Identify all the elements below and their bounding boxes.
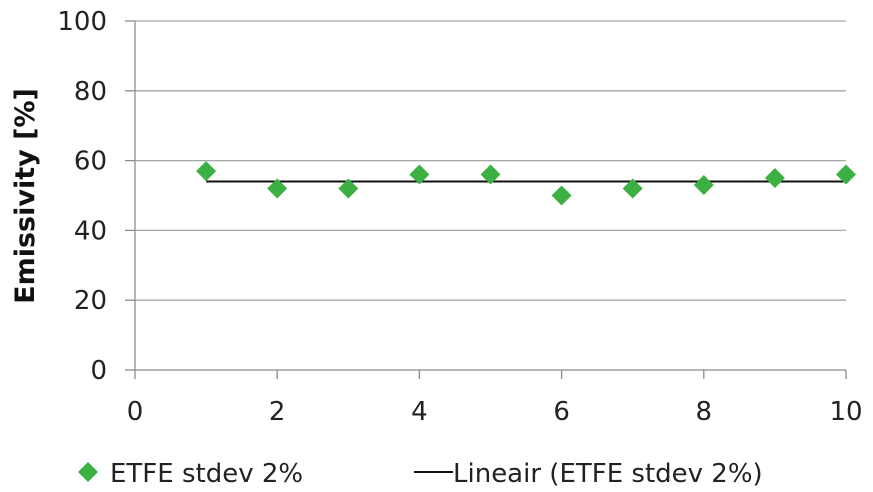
x-tick-label-6: 6 bbox=[553, 397, 570, 427]
axes bbox=[125, 20, 847, 379]
legend: ETFE stdev 2% Lineair (ETFE stdev 2%) bbox=[78, 459, 763, 489]
legend-item-trendline: Lineair (ETFE stdev 2%) bbox=[414, 459, 763, 489]
data-point-0-8 bbox=[764, 168, 785, 189]
x-tick-label-8: 8 bbox=[696, 397, 713, 427]
y-tick-label-60: 60 bbox=[74, 147, 107, 177]
legend-label-trendline: Lineair (ETFE stdev 2%) bbox=[453, 459, 763, 489]
data-point-0-4 bbox=[480, 164, 501, 185]
data-point-0-0 bbox=[196, 161, 217, 182]
series-points bbox=[196, 161, 856, 206]
y-tick-label-80: 80 bbox=[74, 77, 107, 107]
data-point-0-7 bbox=[693, 175, 714, 196]
y-tick-label-0: 0 bbox=[90, 356, 107, 386]
legend-label-series: ETFE stdev 2% bbox=[110, 459, 303, 489]
data-point-0-3 bbox=[409, 164, 430, 185]
y-axis-title: Emissivity [%] bbox=[10, 88, 41, 304]
x-tick-label-10: 10 bbox=[829, 397, 862, 427]
y-tick-label-20: 20 bbox=[74, 286, 107, 316]
y-tick-label-100: 100 bbox=[57, 7, 107, 37]
data-point-0-1 bbox=[267, 178, 288, 199]
x-tick-label-0: 0 bbox=[127, 397, 144, 427]
data-point-0-2 bbox=[338, 178, 359, 199]
legend-marker-diamond bbox=[78, 462, 98, 482]
data-point-0-9 bbox=[836, 164, 856, 185]
data-point-0-6 bbox=[622, 178, 643, 199]
x-tick-label-4: 4 bbox=[411, 397, 428, 427]
legend-item-series: ETFE stdev 2% bbox=[78, 459, 303, 489]
gridlines bbox=[135, 20, 846, 301]
tick-labels: 0 20 40 60 80 100 0 2 4 6 8 10 bbox=[57, 7, 862, 427]
y-tick-label-40: 40 bbox=[74, 216, 107, 246]
data-point-0-5 bbox=[551, 185, 572, 206]
x-tick-label-2: 2 bbox=[269, 397, 286, 427]
